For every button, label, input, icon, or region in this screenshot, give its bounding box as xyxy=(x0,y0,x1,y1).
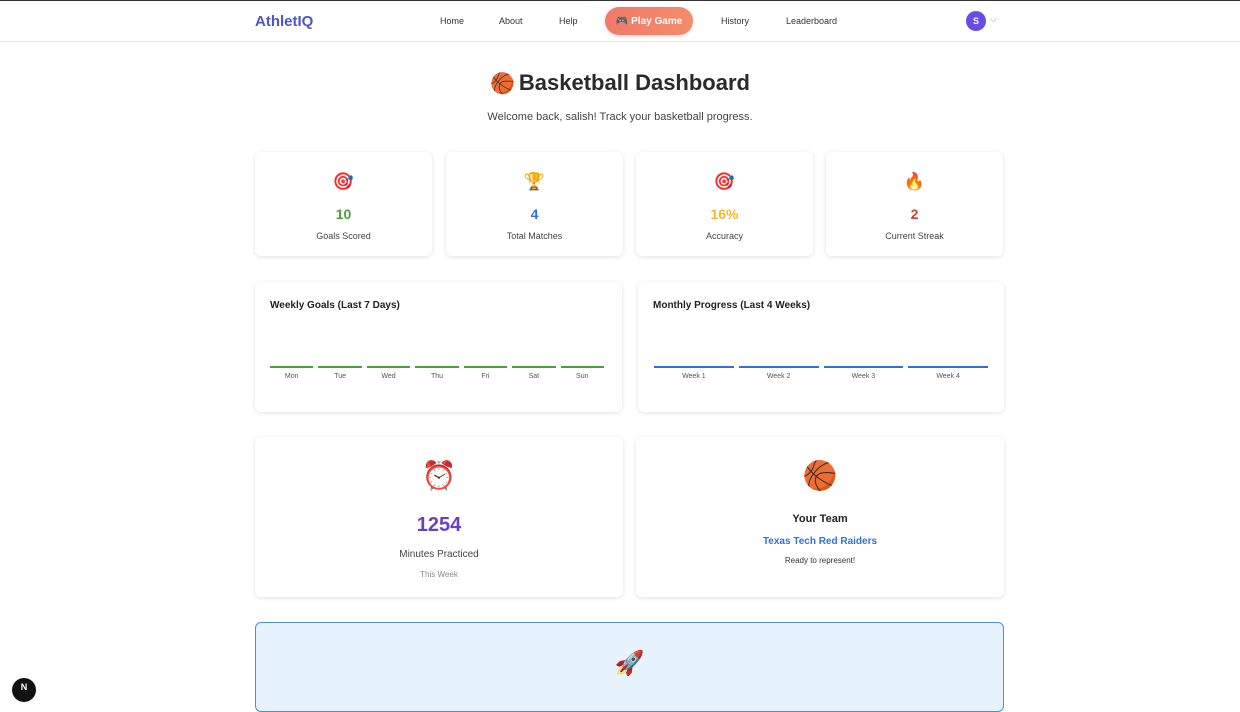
nav-history-link[interactable]: History xyxy=(721,16,750,26)
promo-banner: 🚀 xyxy=(255,622,1004,712)
stat-card-accuracy: 🎯 16% Accuracy xyxy=(636,152,813,256)
weekly-bar-4 xyxy=(415,366,459,368)
basketball-icon: 🏀 xyxy=(490,73,515,95)
basketball-icon: 🏀 xyxy=(802,460,838,491)
weekly-bar-7 xyxy=(560,366,604,368)
weekly-label-4: Thu xyxy=(430,373,444,380)
rocket-icon: 🚀 xyxy=(614,650,645,677)
alarm-clock-icon: ⏰ xyxy=(421,460,457,491)
page-title: 🏀 Basketball Dashboard xyxy=(0,70,1240,96)
stat-label-goals: Goals Scored xyxy=(316,231,371,241)
weekly-bar-5 xyxy=(463,366,508,368)
stat-card-streak: 🔥 2 Current Streak xyxy=(826,152,1003,256)
gamepad-icon: 🎮 xyxy=(615,15,629,27)
stat-card-goals: 🎯 10 Goals Scored xyxy=(255,152,432,256)
nav-help-link[interactable]: Help xyxy=(559,16,578,26)
nav-about-link[interactable]: About xyxy=(499,16,523,26)
team-tagline: Ready to represent! xyxy=(784,556,856,565)
weekly-bar-1 xyxy=(270,366,314,368)
monthly-bar-2 xyxy=(738,366,819,368)
target-icon: 🎯 xyxy=(332,172,355,191)
stat-value-matches: 4 xyxy=(530,206,539,222)
stat-value-goals: 10 xyxy=(335,206,352,222)
trophy-icon: 🏆 xyxy=(523,172,546,191)
period-label: This Week xyxy=(420,570,458,579)
app-logo[interactable]: AthletIQ xyxy=(255,13,314,30)
weekly-bar-3 xyxy=(366,366,411,368)
weekly-chart-title: Weekly Goals (Last 7 Days) xyxy=(270,300,400,311)
stat-label-streak: Current Streak xyxy=(885,231,944,241)
chevron-down-icon[interactable]: ⌵ xyxy=(990,14,997,24)
practice-card: ⏰ 1254 Minutes Practiced This Week xyxy=(255,437,623,597)
monthly-label-3: Week 3 xyxy=(851,373,876,380)
monthly-label-1: Week 1 xyxy=(682,373,706,380)
team-card: 🏀 Your Team Texas Tech Red Raiders Ready… xyxy=(636,437,1004,597)
dev-tools-badge[interactable]: N xyxy=(12,678,36,702)
team-heading: Your Team xyxy=(792,513,848,525)
monthly-label-2: Week 2 xyxy=(766,373,791,380)
monthly-bar-3 xyxy=(823,366,904,368)
monthly-progress-chart: Monthly Progress (Last 4 Weeks) Week 1 We… xyxy=(638,282,1004,412)
monthly-bar-4 xyxy=(908,366,988,368)
stat-value-streak: 2 xyxy=(910,206,919,222)
monthly-label-4: Week 4 xyxy=(936,373,960,380)
weekly-label-5: Fri xyxy=(481,373,490,380)
weekly-label-7: Sun xyxy=(576,373,589,380)
weekly-label-3: Wed xyxy=(381,373,396,380)
stat-label-accuracy: Accuracy xyxy=(705,231,743,241)
minutes-value: 1254 xyxy=(416,514,462,536)
stat-value-accuracy: 16% xyxy=(710,206,739,222)
page-subtitle: Welcome back, salish! Track your basketb… xyxy=(487,111,753,123)
user-avatar[interactable]: S xyxy=(966,11,986,31)
target-icon: 🎯 xyxy=(713,172,736,191)
play-game-label: Play Game xyxy=(631,15,683,27)
weekly-bar-2 xyxy=(318,366,362,368)
page-title-text: Basketball Dashboard xyxy=(518,70,750,95)
team-name[interactable]: Texas Tech Red Raiders xyxy=(762,536,878,547)
play-game-button[interactable]: 🎮 Play Game xyxy=(605,7,693,35)
fire-icon: 🔥 xyxy=(903,172,926,191)
weekly-label-6: Sat xyxy=(528,373,540,380)
nav-home-link[interactable]: Home xyxy=(440,16,465,26)
nav-leaderboard-link[interactable]: Leaderboard xyxy=(786,16,838,26)
weekly-goals-chart: Weekly Goals (Last 7 Days) Mon Tue Wed Thu F… xyxy=(255,282,622,412)
weekly-bar-6 xyxy=(512,366,556,368)
stat-card-matches: 🏆 4 Total Matches xyxy=(446,152,623,256)
weekly-label-1: Mon xyxy=(284,373,299,380)
minutes-label: Minutes Practiced xyxy=(399,549,479,560)
monthly-bar-1 xyxy=(654,366,734,368)
weekly-label-2: Tue xyxy=(334,373,347,380)
top-navigation-bar: AthletIQ Home About Help 🎮 Play Game His… xyxy=(0,0,1240,42)
stat-label-matches: Total Matches xyxy=(506,231,563,241)
monthly-chart-title: Monthly Progress (Last 4 Weeks) xyxy=(653,300,811,311)
